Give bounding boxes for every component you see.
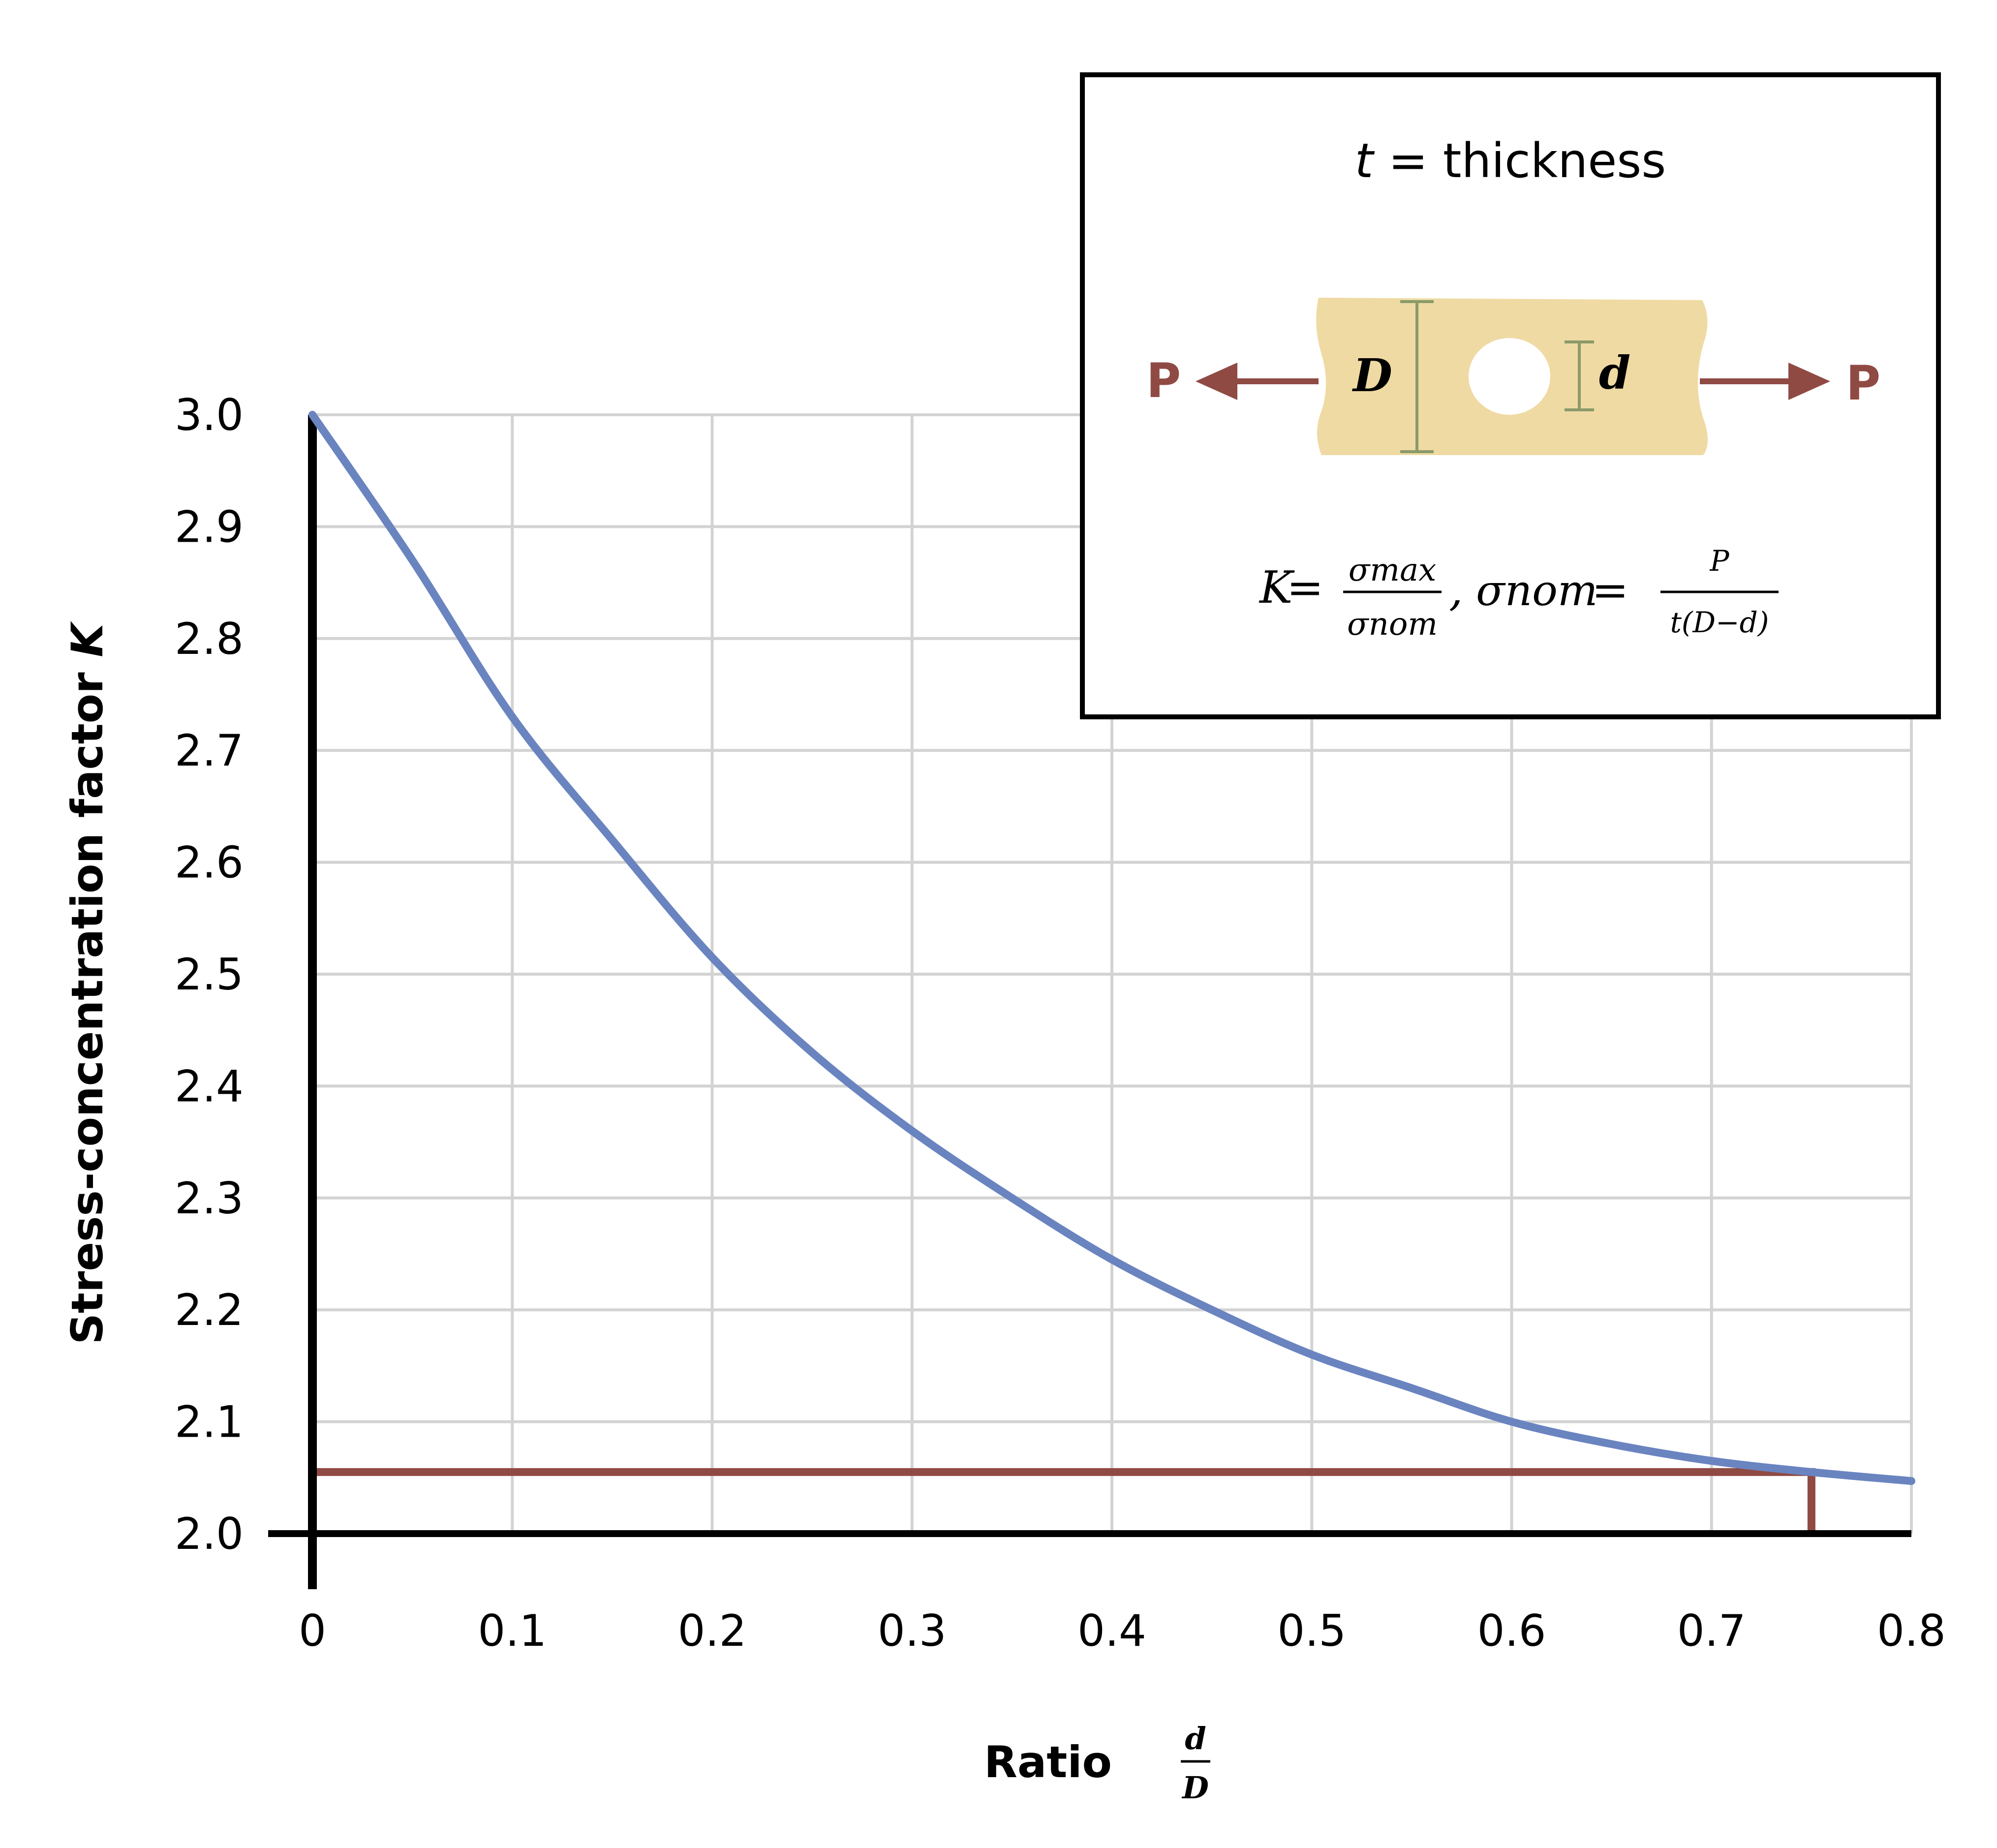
x-tick-label: 0 <box>299 1605 326 1656</box>
x-axis-fraction-numerator: d <box>1185 1721 1206 1756</box>
small-dimension-marker <box>1565 340 1594 411</box>
curve-layer <box>308 411 1915 1485</box>
y-tick-label: 2.3 <box>175 1173 244 1224</box>
x-tick-label: 0.8 <box>1877 1605 1946 1656</box>
formula-comma: , <box>1449 564 1463 616</box>
big-dimension-marker <box>1400 300 1434 453</box>
y-tick-label: 2.9 <box>175 501 244 552</box>
small-dimension-label: d <box>1599 346 1630 400</box>
thickness-note: t = thickness <box>1355 133 1666 188</box>
formula-sigma-max: σmax <box>1349 552 1437 588</box>
y-tick-label: 2.4 <box>175 1061 244 1111</box>
formula-k: K <box>1259 562 1295 614</box>
formula-denominator: t(D−d) <box>1670 606 1769 639</box>
marker-lines <box>312 1468 1815 1536</box>
y-axis-title-var: K <box>62 621 113 657</box>
x-tick-label: 0.4 <box>1077 1605 1146 1656</box>
y-tick-labels: 3.0 2.9 2.8 2.7 2.6 2.5 2.4 2.3 2.2 2.1 2.0 <box>175 390 244 1559</box>
stress-formula: K = σmax σnom , σnom = P t(D−d) <box>1259 544 1779 643</box>
left-load-arrow <box>1196 363 1319 400</box>
y-tick-label: 3.0 <box>175 390 244 440</box>
formula-equals-2: = <box>1592 564 1628 616</box>
thickness-var: t <box>1355 133 1375 188</box>
hole-circle <box>1469 338 1550 415</box>
x-tick-label: 0.7 <box>1677 1605 1746 1656</box>
x-tick-label: 0.5 <box>1277 1605 1346 1656</box>
y-tick-label: 2.6 <box>175 837 244 888</box>
x-tick-label: 0.6 <box>1477 1605 1546 1656</box>
y-tick-label: 2.7 <box>175 725 244 776</box>
right-load-label: P <box>1846 356 1880 411</box>
y-axis-title-text: Stress-concentration factor <box>62 657 113 1345</box>
y-tick-label: 2.2 <box>175 1285 244 1335</box>
x-tick-labels: 0 0.1 0.2 0.3 0.4 0.5 0.6 0.7 0.8 <box>299 1605 1946 1656</box>
x-tick-label: 0.1 <box>478 1605 547 1656</box>
thickness-text: = thickness <box>1373 133 1666 188</box>
x-axis-title-text: Ratio <box>984 1737 1112 1787</box>
x-axis-fraction-denominator: D <box>1181 1770 1209 1806</box>
x-tick-label: 0.2 <box>678 1605 747 1656</box>
formula-sigma-nom-lhs: σnom <box>1476 566 1598 616</box>
y-axis-title: Stress-concentration factor K <box>62 621 113 1345</box>
big-dimension-label: D <box>1352 349 1392 402</box>
formula-sigma-nom: σnom <box>1347 606 1438 643</box>
formula-equals: = <box>1287 562 1323 614</box>
stress-concentration-curve <box>308 411 1915 1485</box>
axes <box>268 415 1911 1589</box>
x-axis-title: Ratio <box>984 1737 1112 1787</box>
formula-numerator: P <box>1709 544 1729 578</box>
y-tick-label: 2.5 <box>175 949 244 1000</box>
y-tick-label: 2.1 <box>175 1397 244 1448</box>
y-tick-label: 2.8 <box>175 614 244 664</box>
y-tick-label: 2.0 <box>175 1509 244 1559</box>
x-tick-label: 0.3 <box>878 1605 947 1656</box>
x-axis-title-fraction: d D <box>1181 1721 1210 1806</box>
left-load-label: P <box>1146 353 1181 408</box>
inset-legend-box: t = thickness D d P P <box>1080 72 1941 719</box>
right-load-arrow <box>1700 363 1830 400</box>
